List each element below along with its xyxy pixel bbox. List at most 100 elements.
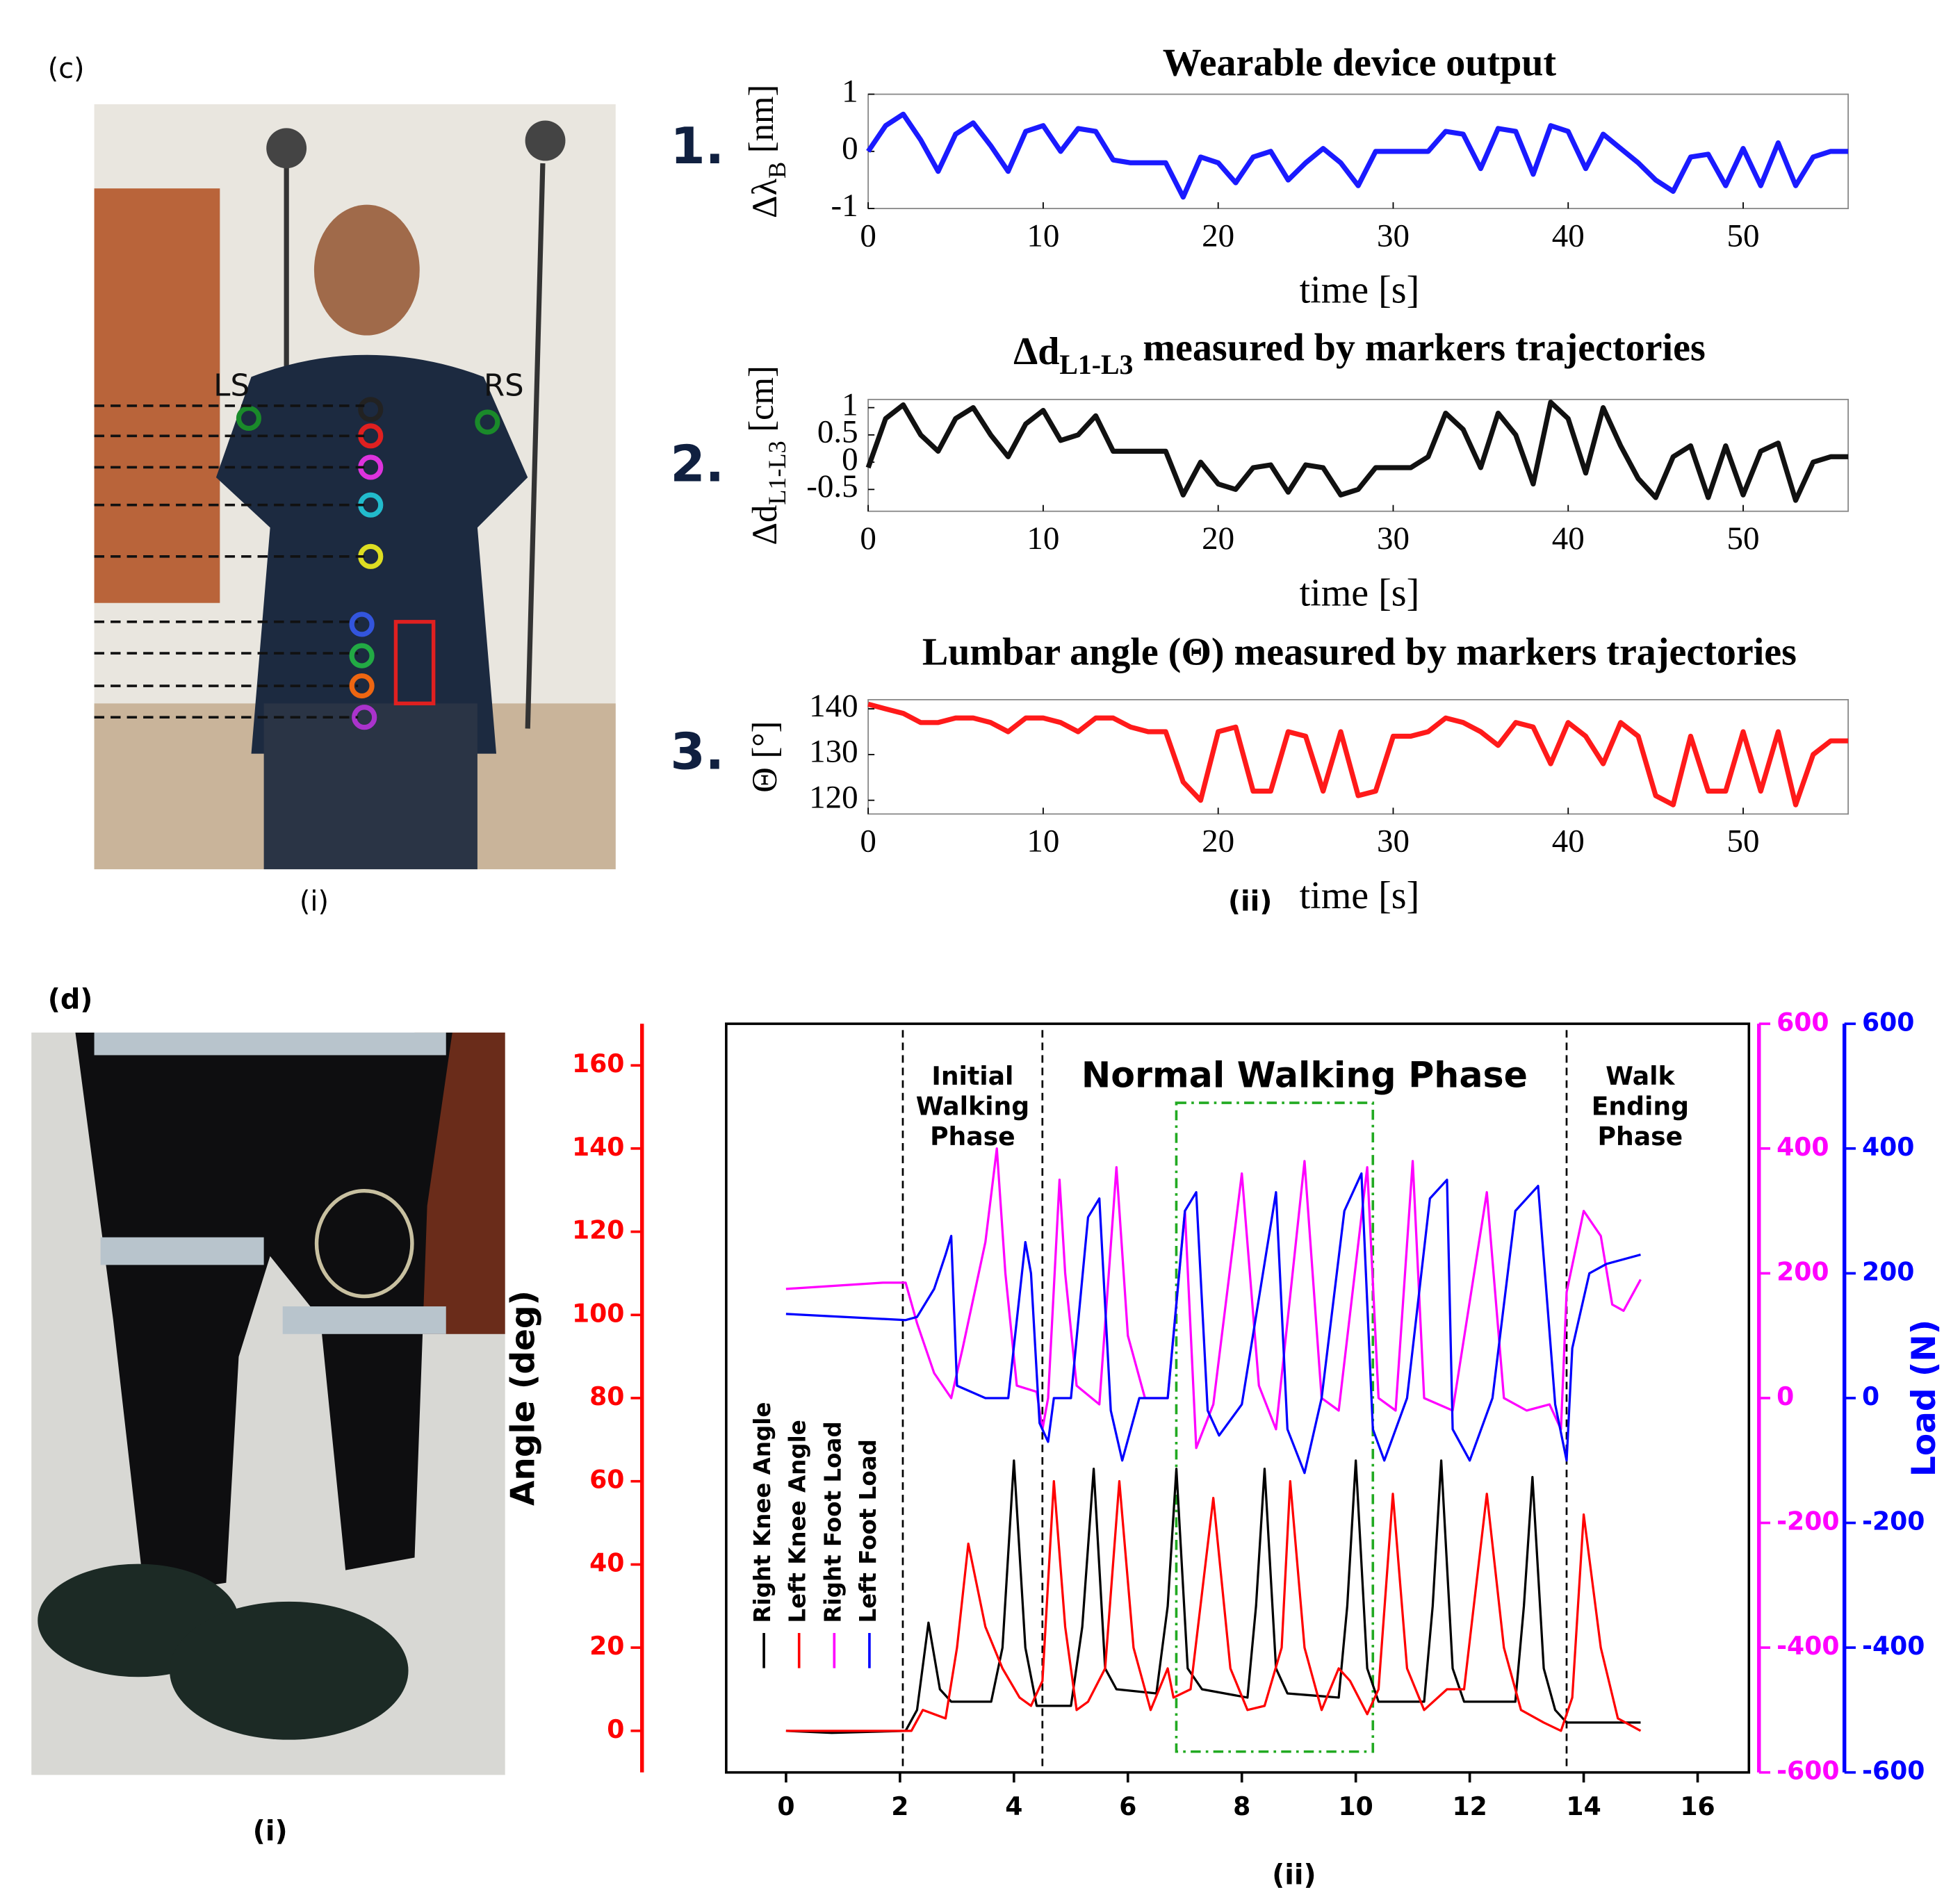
y-axis-label-part: Δλ	[745, 178, 784, 218]
y-tick-label: 0.5	[817, 414, 858, 450]
annotation: Ending	[1592, 1091, 1689, 1121]
panel-label: 3.	[670, 723, 724, 781]
x-tick-label: 12	[1452, 1791, 1487, 1821]
panel-label: LS	[213, 368, 250, 403]
panel-label: RS	[484, 368, 524, 403]
y-tick-label: 130	[809, 734, 858, 770]
y-tick-label: 120	[809, 779, 858, 815]
panel-label: (ii)	[1228, 886, 1273, 918]
y-tick-label: 0	[842, 131, 858, 167]
y2-tick-label: 400	[1777, 1132, 1829, 1162]
y2-tick-label: -600	[1777, 1756, 1839, 1786]
y-axis-label: Angle (deg)	[504, 1290, 542, 1506]
y2-tick-label: 0	[1777, 1381, 1794, 1411]
annotation: Normal Walking Phase	[1081, 1055, 1528, 1096]
panel-label: (ii)	[1272, 1860, 1316, 1888]
y-tick-label: 1	[842, 386, 858, 422]
y3-tick-label: 0	[1862, 1381, 1879, 1411]
x-tick-label: 8	[1233, 1791, 1250, 1821]
legend-label: Left Knee Angle	[785, 1420, 811, 1623]
photo-legs	[31, 1032, 505, 1775]
y-axis-label-part: L1-L3	[763, 441, 791, 504]
y2-tick-label: -400	[1777, 1631, 1839, 1661]
x-tick-label: 0	[860, 823, 876, 860]
x-tick-label: 0	[860, 217, 876, 254]
x-tick-label: 40	[1552, 217, 1585, 254]
x-tick-label: 20	[1202, 217, 1234, 254]
series-line	[785, 1172, 1641, 1475]
x-tick-label: 20	[1202, 520, 1234, 557]
panel-label: (i)	[300, 886, 329, 918]
annotation: Phase	[1598, 1122, 1683, 1151]
x-axis-label: time [s]	[1300, 571, 1420, 614]
x-tick-label: 50	[1727, 823, 1760, 860]
x-tick-label: 0	[777, 1791, 794, 1821]
chart-title: Wearable device output	[1163, 41, 1557, 84]
panel-label: 1.	[670, 117, 724, 176]
y-tick-label: 1	[842, 73, 858, 109]
series-line	[865, 400, 1849, 503]
x-tick-label: 30	[1377, 217, 1410, 254]
y-axis-label: Θ [°]	[745, 721, 784, 793]
x-tick-label: 0	[860, 520, 876, 557]
x-tick-label: 10	[1027, 823, 1059, 860]
x-axis-label: time [s]	[1300, 269, 1420, 312]
y3-axis-label: Load (N)	[1905, 1320, 1943, 1477]
y-tick-label: 120	[572, 1215, 624, 1245]
x-tick-label: 30	[1377, 823, 1410, 860]
annotation: Phase	[930, 1122, 1015, 1151]
x-tick-label: 30	[1377, 520, 1410, 557]
x-tick-label: 6	[1119, 1791, 1136, 1821]
chart-title: ΔdL1-L3 measured by markers trajectories	[1013, 327, 1706, 381]
y2-tick-label: 200	[1777, 1256, 1829, 1286]
series-line	[867, 701, 1849, 807]
chart-title-part: measured by markers trajectories	[1133, 327, 1705, 370]
y-tick-label: -1	[831, 188, 858, 224]
y-tick-label: 20	[589, 1631, 624, 1661]
y-tick-label: 40	[589, 1548, 624, 1577]
x-tick-label: 10	[1339, 1791, 1373, 1821]
x-tick-label: 50	[1727, 520, 1760, 557]
annotation: Walk	[1606, 1061, 1675, 1091]
y-tick-label: 140	[809, 688, 858, 724]
panel-label: 2.	[670, 435, 724, 493]
plot-frame	[867, 93, 1849, 209]
x-tick-label: 40	[1552, 823, 1585, 860]
annotation: Walking	[916, 1091, 1029, 1121]
panel-label: (c)	[48, 53, 85, 85]
y2-tick-label: -200	[1777, 1507, 1839, 1536]
annotation: Initial	[931, 1061, 1013, 1091]
y3-tick-label: 600	[1862, 1007, 1914, 1037]
y3-tick-label: 200	[1862, 1256, 1914, 1286]
y-axis-label: ΔdL1-L3 [cm]	[742, 366, 791, 545]
y-tick-label: -0.5	[806, 468, 858, 504]
y-tick-label: 0	[607, 1714, 624, 1744]
series-line	[785, 1459, 1641, 1734]
x-tick-label: 10	[1027, 217, 1059, 254]
series-line	[785, 1147, 1642, 1450]
y-tick-label: 140	[572, 1132, 624, 1162]
chart: 0 10 20 30 40 50 120 130 140 Lumbar angle (Θ) mea…	[745, 630, 1849, 917]
x-tick-label: 2	[891, 1791, 908, 1821]
series-line	[785, 1480, 1642, 1732]
y-tick-label: 60	[589, 1465, 624, 1495]
y-axis-label-part: B	[763, 162, 791, 179]
chart-title: Lumbar angle (Θ) measured by markers tra…	[922, 630, 1797, 673]
series-line	[866, 111, 1849, 200]
legend-label: Right Foot Load	[819, 1421, 846, 1623]
y-axis-label-part: [nm]	[742, 85, 781, 162]
chart-title-part: L1-L3	[1059, 350, 1133, 380]
y3-tick-label: -600	[1862, 1756, 1925, 1786]
y-tick-label: 160	[572, 1049, 624, 1078]
x-tick-label: 4	[1005, 1791, 1022, 1821]
y-axis-label-part: [cm]	[742, 366, 781, 441]
legend-label: Right Knee Angle	[749, 1402, 776, 1623]
y3-tick-label: 400	[1862, 1132, 1914, 1162]
photo-back	[94, 104, 616, 869]
y-tick-label: 80	[589, 1381, 624, 1411]
y3-tick-label: -400	[1862, 1631, 1925, 1661]
y-axis-label-part: Δd	[745, 505, 784, 545]
